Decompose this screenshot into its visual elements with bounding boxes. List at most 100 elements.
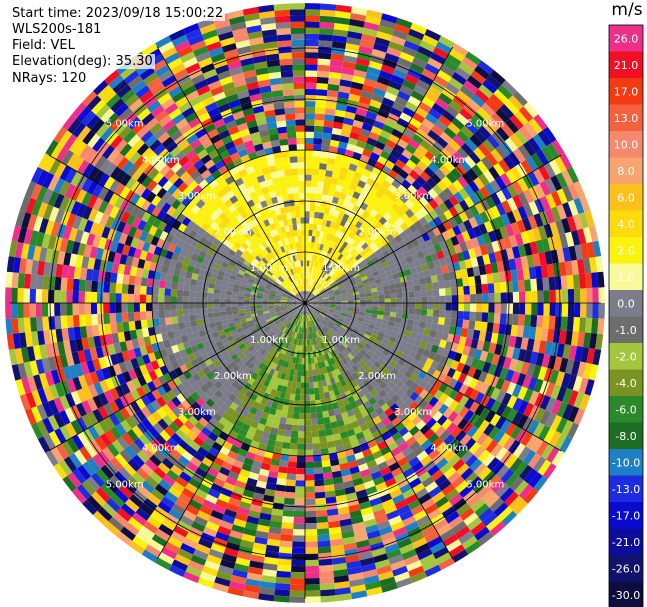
velocity-gate bbox=[505, 313, 513, 325]
velocity-gate bbox=[201, 374, 210, 384]
velocity-gate bbox=[73, 326, 82, 340]
velocity-gate bbox=[450, 235, 460, 246]
velocity-gate bbox=[281, 295, 288, 299]
velocity-gate bbox=[321, 334, 327, 342]
velocity-gate bbox=[415, 419, 427, 431]
velocity-gate bbox=[344, 111, 356, 120]
velocity-gate bbox=[448, 271, 457, 280]
velocity-gate bbox=[103, 390, 115, 403]
velocity-gate bbox=[23, 288, 30, 303]
velocity-gate bbox=[316, 374, 322, 382]
velocity-gate bbox=[379, 272, 387, 279]
velocity-gate bbox=[496, 126, 510, 142]
velocity-gate bbox=[222, 245, 231, 253]
velocity-gate bbox=[348, 414, 358, 423]
velocity-gate bbox=[354, 145, 365, 155]
velocity-gate bbox=[388, 426, 399, 437]
velocity-gate bbox=[93, 335, 102, 348]
velocity-gate bbox=[378, 411, 388, 422]
velocity-gate bbox=[254, 367, 262, 375]
velocity-gate bbox=[579, 393, 591, 411]
velocity-gate bbox=[517, 414, 529, 429]
velocity-gate bbox=[404, 73, 419, 85]
velocity-gate bbox=[284, 361, 290, 368]
velocity-gate bbox=[347, 566, 363, 575]
velocity-gate bbox=[416, 250, 425, 260]
velocity-gate bbox=[438, 114, 452, 127]
velocity-gate bbox=[458, 383, 469, 395]
velocity-gate bbox=[313, 356, 318, 364]
velocity-gate bbox=[18, 332, 27, 348]
velocity-gate bbox=[384, 189, 394, 199]
velocity-gate bbox=[384, 477, 397, 488]
velocity-gate bbox=[409, 117, 422, 129]
velocity-gate bbox=[473, 416, 485, 429]
velocity-gate bbox=[559, 436, 573, 453]
velocity-gate bbox=[316, 528, 330, 536]
velocity-gate bbox=[292, 312, 298, 318]
velocity-gate bbox=[379, 103, 393, 113]
velocity-gate bbox=[393, 322, 401, 329]
velocity-gate bbox=[183, 283, 191, 291]
velocity-gate bbox=[223, 547, 239, 558]
velocity-gate bbox=[21, 377, 32, 394]
velocity-gate bbox=[566, 216, 577, 232]
velocity-gate bbox=[170, 530, 186, 543]
velocity-gate bbox=[349, 18, 365, 28]
velocity-gate bbox=[273, 283, 280, 288]
velocity-gate bbox=[271, 326, 278, 332]
velocity-gate bbox=[314, 310, 320, 315]
velocity-gate bbox=[427, 464, 440, 477]
velocity-gate bbox=[508, 335, 517, 348]
velocity-gate bbox=[536, 149, 549, 166]
velocity-gate bbox=[517, 446, 531, 462]
velocity-gate bbox=[105, 215, 115, 229]
velocity-gate bbox=[214, 283, 222, 290]
velocity-gate bbox=[367, 276, 375, 283]
velocity-gate bbox=[122, 274, 130, 285]
velocity-gate bbox=[217, 270, 225, 277]
velocity-gate bbox=[341, 123, 353, 132]
velocity-gate bbox=[305, 156, 313, 163]
velocity-gate bbox=[344, 448, 355, 457]
velocity-gate bbox=[114, 489, 129, 504]
velocity-gate bbox=[354, 354, 362, 363]
velocity-gate bbox=[103, 189, 115, 203]
velocity-gate bbox=[554, 316, 562, 330]
velocity-gate bbox=[275, 484, 286, 492]
velocity-gate bbox=[186, 265, 195, 273]
velocity-gate bbox=[290, 310, 296, 316]
velocity-gate bbox=[277, 558, 292, 566]
velocity-gate bbox=[146, 311, 153, 320]
velocity-gate bbox=[385, 174, 395, 185]
velocity-gate bbox=[416, 450, 429, 462]
velocity-gate bbox=[381, 582, 398, 593]
velocity-gate bbox=[493, 282, 501, 294]
velocity-gate bbox=[450, 167, 462, 180]
velocity-gate bbox=[497, 84, 513, 100]
velocity-gate bbox=[119, 341, 128, 353]
velocity-gate bbox=[309, 285, 313, 292]
velocity-gate bbox=[216, 407, 226, 417]
velocity-gate bbox=[311, 319, 315, 326]
velocity-gate bbox=[42, 172, 55, 189]
velocity-gate bbox=[307, 357, 312, 365]
velocity-gate bbox=[312, 369, 317, 376]
velocity-gate bbox=[516, 219, 527, 233]
velocity-gate bbox=[285, 328, 290, 335]
velocity-gate bbox=[284, 373, 290, 381]
velocity-gate bbox=[221, 514, 235, 525]
velocity-gate bbox=[356, 457, 367, 466]
velocity-gate bbox=[259, 377, 267, 385]
velocity-gate bbox=[493, 429, 506, 444]
velocity-gate bbox=[432, 546, 449, 560]
velocity-gate bbox=[92, 358, 102, 372]
velocity-gate bbox=[276, 330, 282, 337]
velocity-gate bbox=[457, 418, 469, 431]
velocity-gate bbox=[318, 270, 324, 277]
velocity-gate bbox=[250, 420, 259, 429]
velocity-gate bbox=[195, 308, 202, 315]
velocity-gate bbox=[292, 301, 299, 303]
velocity-gate bbox=[115, 242, 125, 254]
velocity-gate bbox=[363, 116, 376, 126]
